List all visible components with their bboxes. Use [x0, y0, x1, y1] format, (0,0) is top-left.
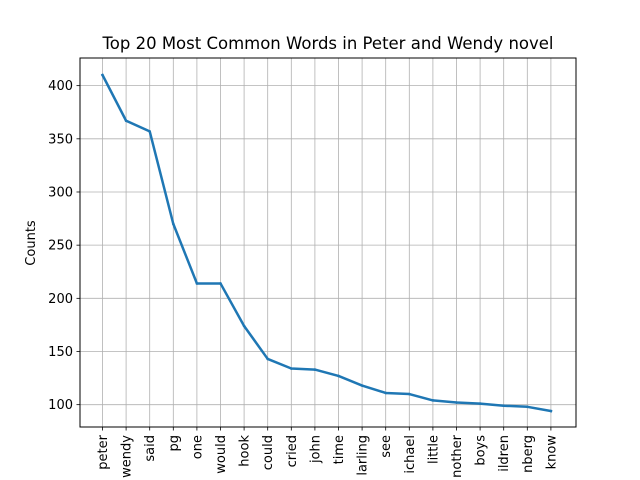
x-tick-label: cried [285, 435, 300, 467]
data-point [478, 402, 482, 405]
data-point [124, 119, 128, 123]
plot-frame [79, 57, 577, 428]
y-tick-label: 100 [48, 398, 73, 413]
x-tick-label: wendy [120, 435, 135, 478]
data-point [313, 368, 317, 371]
y-tick-label: 150 [48, 345, 73, 360]
plot-area [80, 58, 576, 427]
series-line [100, 73, 553, 413]
x-tick-label: nberg [521, 435, 536, 473]
x-tick-label: would [214, 435, 229, 474]
data-point [431, 399, 435, 402]
y-axis-label: Counts [24, 220, 39, 266]
data-point [148, 130, 151, 133]
x-tick-label: ichael [403, 435, 418, 474]
data-point [101, 73, 104, 77]
data-point [290, 367, 293, 370]
x-tick-label: pg [167, 435, 182, 452]
x-tick-label: one [190, 435, 205, 459]
x-tick-label: larling [356, 435, 371, 476]
x-tick-label: nother [450, 434, 465, 478]
x-tick-label: know [544, 435, 559, 470]
data-point [266, 357, 270, 361]
y-tick-label: 350 [48, 132, 73, 147]
data-point [502, 404, 506, 408]
x-tick-label: hook [238, 435, 253, 467]
x-tick-label: said [143, 435, 158, 462]
x-tick-label: could [261, 435, 276, 470]
data-point [337, 374, 340, 378]
x-tick-label: little [426, 435, 441, 464]
y-tick-label: 250 [48, 239, 73, 254]
data-point [549, 409, 553, 413]
x-tick-label: ildren [497, 435, 512, 472]
data-point [408, 392, 411, 396]
data-point [384, 391, 388, 395]
x-tick-label: time [332, 435, 347, 464]
data-point [360, 384, 364, 387]
chart-title: Top 20 Most Common Words in Peter and We… [101, 34, 553, 53]
series-layer [100, 73, 553, 413]
data-point [526, 405, 529, 409]
x-tick-label: john [308, 435, 323, 464]
y-tick-label: 300 [48, 185, 73, 200]
data-point [195, 282, 199, 285]
ticks: 100 150 200 250 300 350 400 peter wendy said pg one… [48, 79, 559, 478]
data-point [242, 324, 246, 328]
y-tick-label: 400 [48, 79, 73, 94]
data-point [455, 401, 458, 404]
x-tick-label: peter [96, 434, 111, 469]
x-tick-label: boys [474, 435, 489, 466]
x-tick-label: see [379, 435, 394, 458]
data-point [172, 222, 175, 226]
data-point [219, 282, 222, 285]
y-tick-label: 200 [48, 292, 73, 307]
